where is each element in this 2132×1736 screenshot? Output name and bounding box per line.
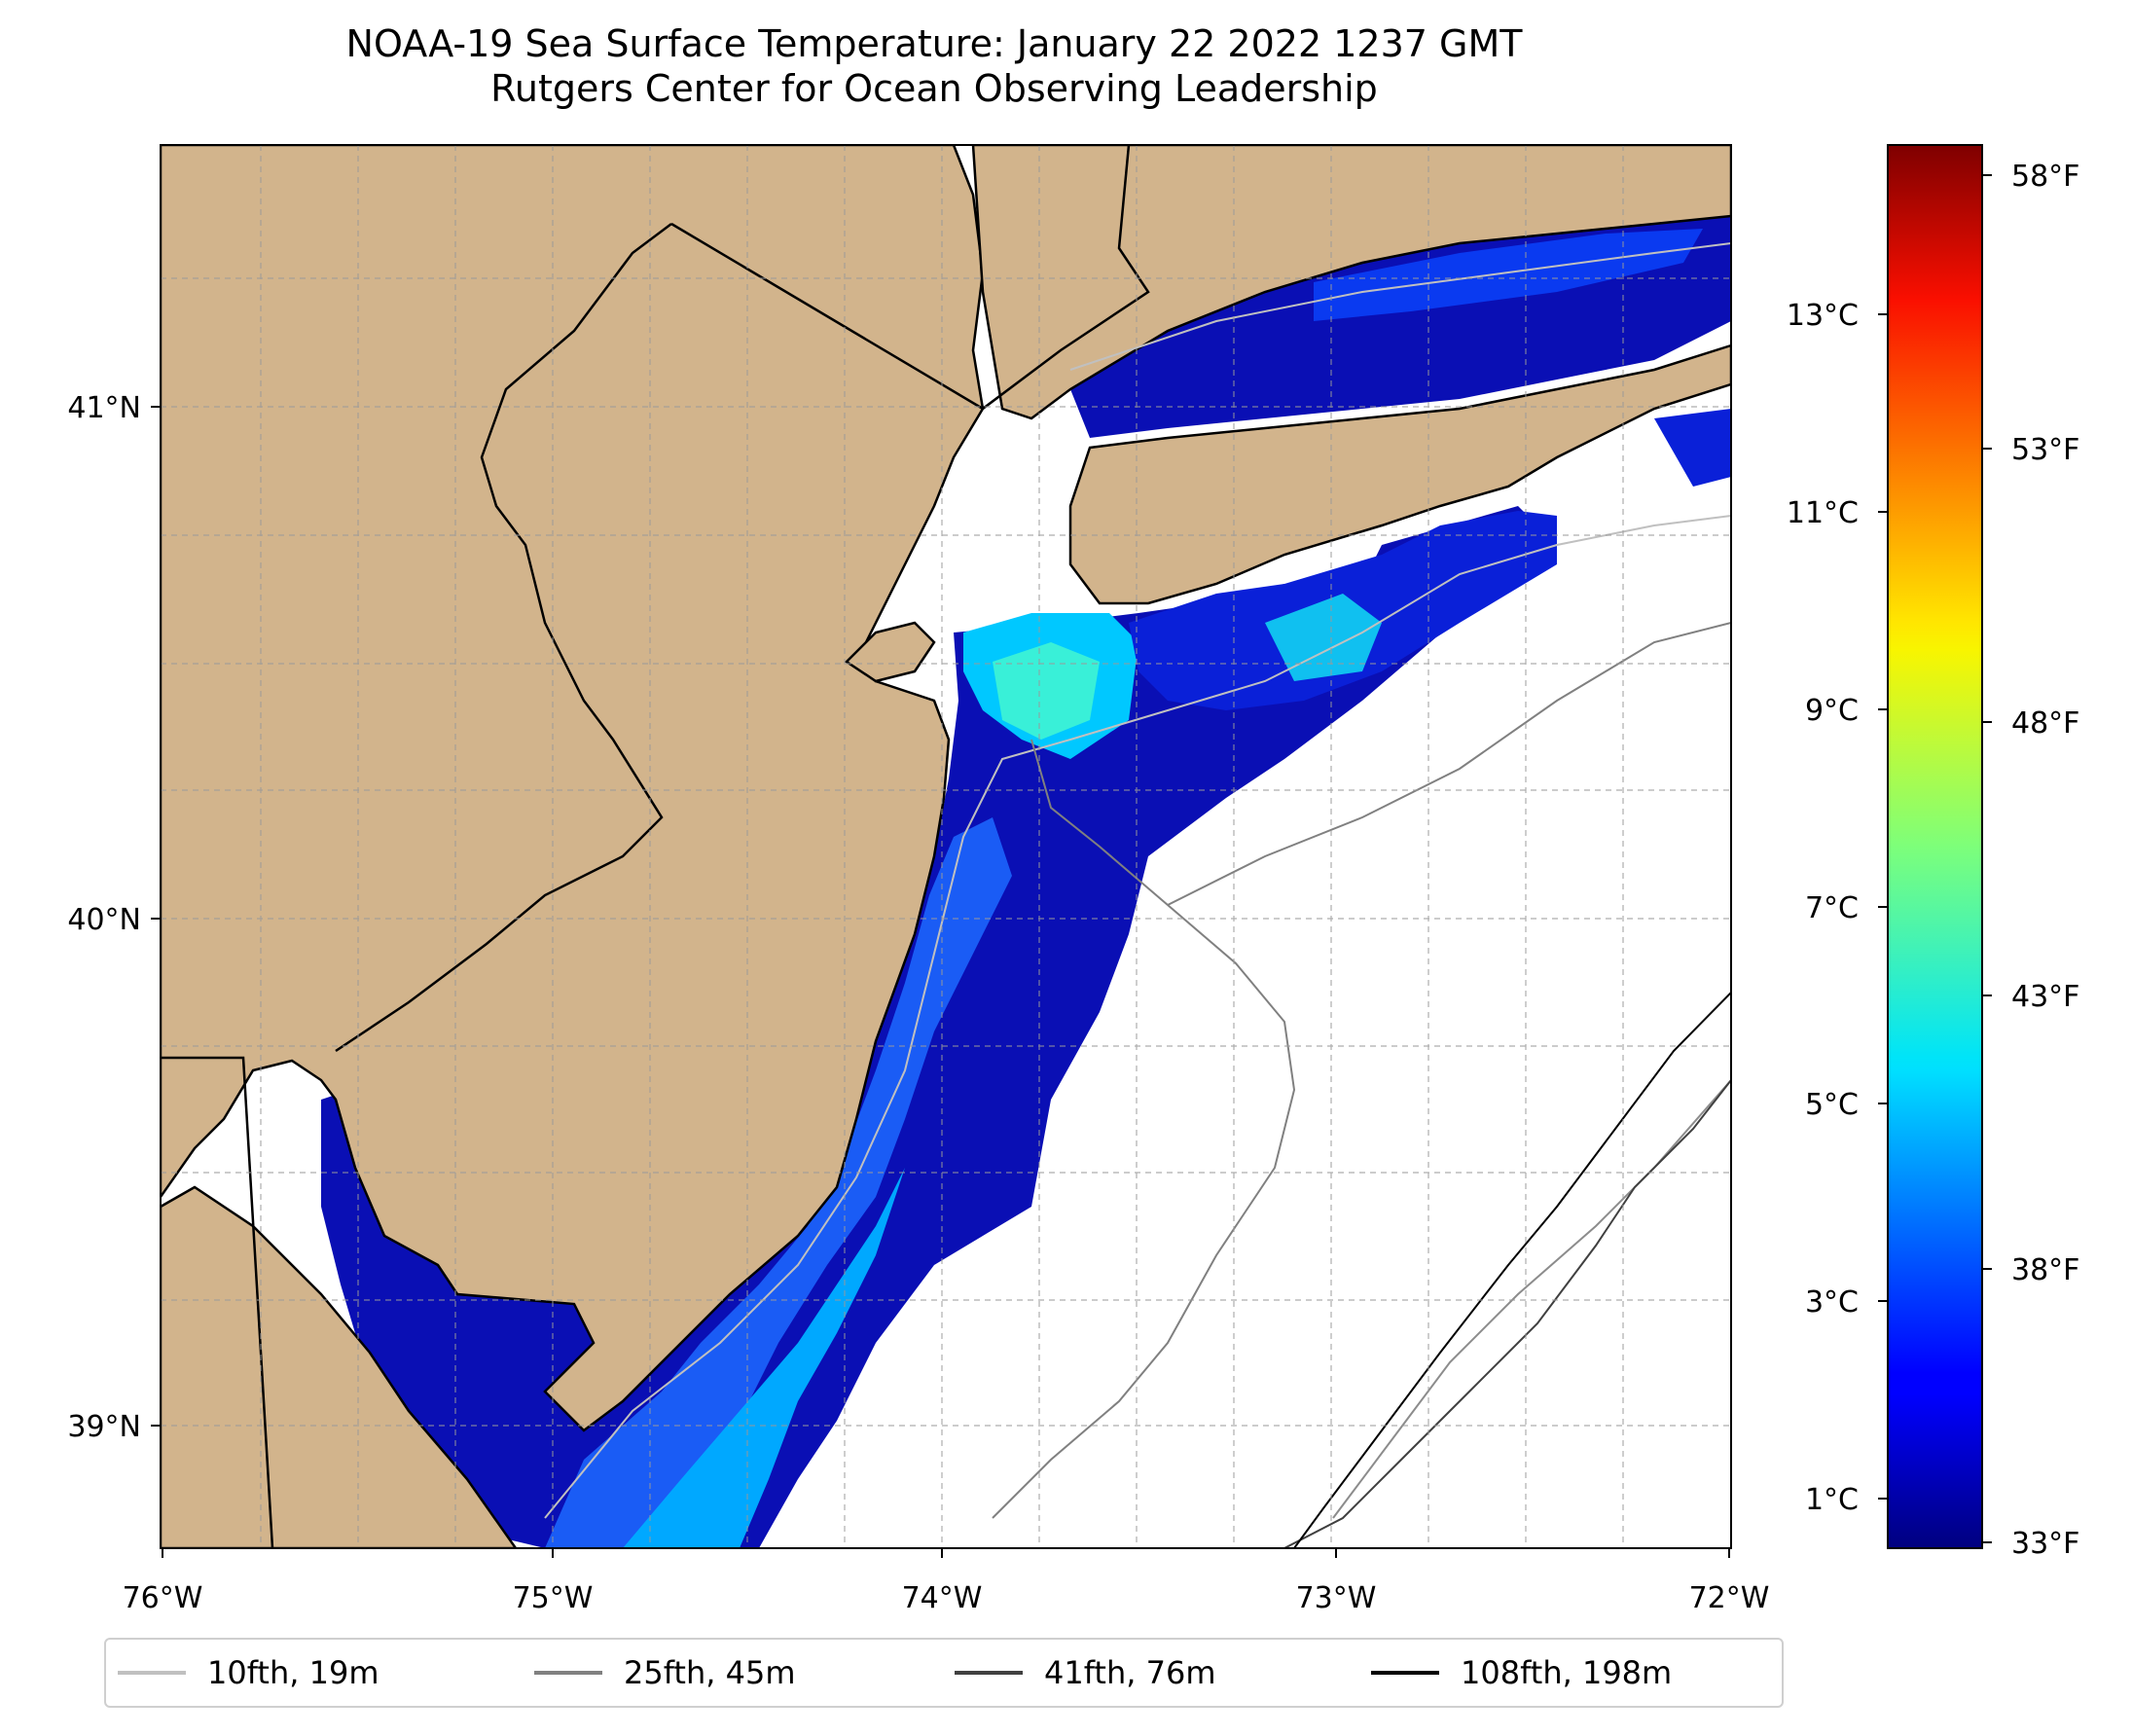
lon-label-76w: 76°W bbox=[123, 1581, 203, 1615]
title-line-2: Rutgers Center for Ocean Observing Leade… bbox=[490, 67, 1378, 110]
colorbar-f-38: 38°F bbox=[2011, 1253, 2079, 1287]
map-figure: 76°W 75°W 74°W 73°W 72°W 41°N 40°N 39°N … bbox=[67, 144, 2079, 1615]
legend-swatch-25fth bbox=[534, 1671, 602, 1675]
lat-label-39n: 39°N bbox=[67, 1410, 141, 1444]
lon-label-72w: 72°W bbox=[1689, 1581, 1770, 1615]
colorbar: 13°C 11°C 9°C 7°C 5°C 3°C 1°C 58°F 53°F … bbox=[1787, 144, 2079, 1561]
legend-item-25fth: 25fth, 45m bbox=[534, 1640, 795, 1706]
legend-item-108fth: 108fth, 198m bbox=[1371, 1640, 1672, 1706]
colorbar-gradient bbox=[1887, 144, 1983, 1549]
sst-field bbox=[321, 216, 1731, 1548]
colorbar-f-53: 53°F bbox=[2011, 433, 2079, 467]
tick-marks bbox=[151, 406, 1730, 1558]
colorbar-c-13: 13°C bbox=[1787, 299, 1859, 333]
legend-label-25fth: 25fth, 45m bbox=[624, 1654, 796, 1691]
legend-swatch-41fth bbox=[955, 1671, 1023, 1675]
colorbar-f-58: 58°F bbox=[2011, 160, 2079, 194]
lon-label-74w: 74°W bbox=[902, 1581, 983, 1615]
map-title: NOAA-19 Sea Surface Temperature: January… bbox=[0, 21, 1868, 111]
lon-label-73w: 73°W bbox=[1296, 1581, 1377, 1615]
legend-item-10fth: 10fth, 19m bbox=[118, 1640, 379, 1706]
isobath-contours bbox=[544, 242, 1731, 1548]
lon-label-75w: 75°W bbox=[513, 1581, 594, 1615]
map-area bbox=[161, 145, 1731, 1548]
colorbar-c-9: 9°C bbox=[1805, 694, 1859, 728]
colorbar-f-43: 43°F bbox=[2011, 980, 2079, 1014]
colorbar-f-33: 33°F bbox=[2011, 1527, 2079, 1561]
legend-swatch-10fth bbox=[118, 1671, 186, 1675]
legend-label-41fth: 41fth, 76m bbox=[1044, 1654, 1216, 1691]
legend-label-108fth: 108fth, 198m bbox=[1461, 1654, 1673, 1691]
land bbox=[161, 145, 1731, 1548]
legend-label-10fth: 10fth, 19m bbox=[207, 1654, 379, 1691]
lat-label-40n: 40°N bbox=[67, 903, 141, 937]
lat-label-41n: 41°N bbox=[67, 391, 141, 425]
colorbar-c-11: 11°C bbox=[1787, 496, 1859, 530]
gridlines bbox=[161, 145, 1731, 1548]
legend-swatch-108fth bbox=[1371, 1671, 1439, 1675]
colorbar-c-1: 1°C bbox=[1805, 1483, 1859, 1517]
legend-item-41fth: 41fth, 76m bbox=[955, 1640, 1215, 1706]
map-frame bbox=[160, 144, 1732, 1549]
colorbar-c-7: 7°C bbox=[1805, 891, 1859, 925]
isobath-legend: 10fth, 19m 25fth, 45m 41fth, 76m 108fth,… bbox=[104, 1638, 1784, 1708]
title-line-1: NOAA-19 Sea Surface Temperature: January… bbox=[345, 22, 1523, 65]
colorbar-c-3: 3°C bbox=[1805, 1285, 1859, 1320]
state-borders bbox=[161, 145, 1150, 1548]
colorbar-f-48: 48°F bbox=[2011, 706, 2079, 741]
colorbar-c-5: 5°C bbox=[1805, 1088, 1859, 1122]
